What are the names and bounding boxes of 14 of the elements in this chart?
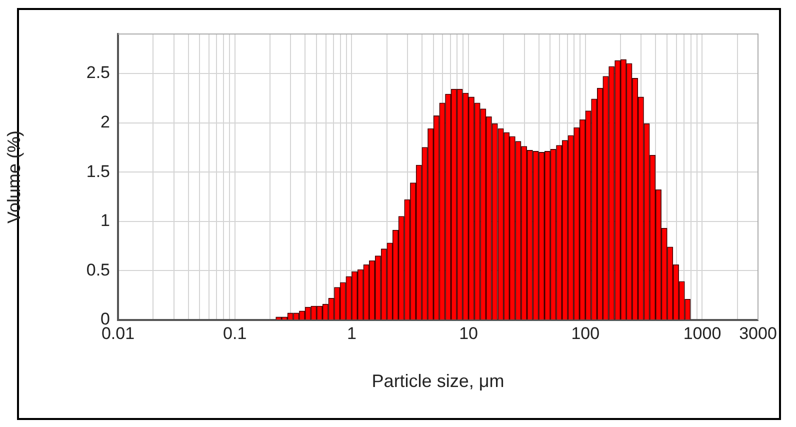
x-tick-label: 10 bbox=[459, 324, 478, 343]
x-tick-label: 1000 bbox=[683, 324, 722, 343]
x-tick-label: 0.1 bbox=[223, 324, 247, 343]
y-tick-label: 2 bbox=[100, 112, 110, 132]
x-tick-label: 100 bbox=[571, 324, 600, 343]
y-tick-label: 1 bbox=[100, 211, 110, 230]
y-tick-label: 1.5 bbox=[86, 162, 110, 181]
y-tick-label: 0.5 bbox=[86, 260, 110, 280]
x-axis-title: Particle size, μm bbox=[372, 371, 504, 392]
x-tick-label: 0.01 bbox=[101, 324, 135, 343]
y-axis-title: Volume (%) bbox=[4, 130, 24, 224]
y-tick-label: 2.5 bbox=[86, 63, 110, 82]
x-tick-label: 1 bbox=[346, 324, 356, 343]
x-tick-label: 3000 bbox=[739, 324, 777, 343]
